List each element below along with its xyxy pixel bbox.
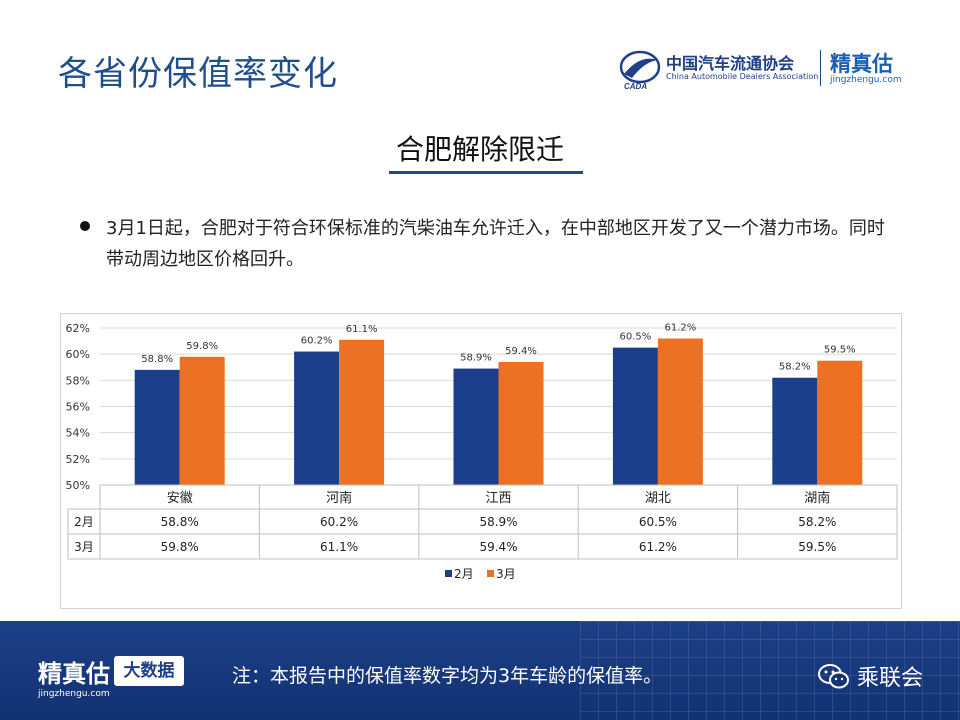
bar-mar	[817, 360, 863, 485]
svg-text:CADA: CADA	[624, 82, 647, 90]
data-label: 61.1%	[346, 324, 378, 335]
y-tick-label: 60%	[66, 348, 90, 361]
footer-grid-pattern	[580, 621, 960, 720]
section-underline	[389, 171, 583, 174]
y-tick-label: 58%	[66, 374, 90, 387]
category-label: 河南	[326, 490, 352, 506]
data-label: 59.4%	[505, 346, 537, 357]
page-title: 各省份保值率变化	[58, 54, 338, 94]
table-cell: 58.2%	[798, 515, 836, 529]
cada-name-cn: 中国汽车流通协会	[666, 54, 795, 73]
bar-mar	[657, 338, 703, 485]
table-cell: 58.9%	[479, 515, 517, 529]
section-title: 合肥解除限迁	[395, 133, 564, 166]
category-label: 湖南	[804, 490, 830, 506]
bar-feb	[134, 369, 180, 485]
data-label: 59.8%	[186, 341, 218, 352]
y-tick-label: 52%	[66, 453, 90, 466]
bar-chart: 50% 52% 54% 56% 58% 60% 62% 58.8% 59.8% 60.2% 61.1…	[66, 322, 898, 581]
header-logos: CADA 中国汽车流通协会 China Automobile Dealers A…	[618, 48, 928, 90]
category-label: 湖北	[645, 491, 671, 506]
cada-logo-icon: CADA	[619, 50, 661, 90]
data-label: 60.5%	[620, 332, 652, 343]
footer-brand-url: jingzhengu.com	[38, 689, 110, 699]
logo-divider	[820, 50, 821, 86]
y-tick-label: 56%	[66, 401, 90, 414]
y-tick-label: 62%	[66, 322, 90, 335]
chart-container	[60, 313, 902, 609]
table-row-header: 2月	[74, 515, 94, 529]
legend-swatch	[487, 570, 494, 577]
table-cell: 61.1%	[320, 540, 358, 554]
category-label: 安徽	[167, 491, 193, 506]
legend-swatch	[445, 570, 452, 577]
data-label: 58.2%	[779, 362, 811, 373]
footer-bar: 精真估 jingzhengu.com 大数据 注：本报告中的保值率数字均为3年车…	[0, 621, 960, 720]
table-cell: 60.2%	[320, 515, 358, 529]
legend-label: 3月	[496, 567, 516, 581]
table-cell: 59.4%	[479, 540, 517, 554]
bar-feb	[772, 377, 818, 485]
table-cell: 58.8%	[161, 515, 199, 529]
data-label: 58.8%	[141, 354, 173, 365]
y-tick-label: 50%	[66, 479, 90, 492]
wechat-icon	[818, 664, 849, 689]
table-cell: 59.5%	[798, 540, 836, 554]
footer-partner: 乘联会	[857, 666, 924, 691]
table-cell: 60.5%	[639, 515, 677, 529]
legend-label: 2月	[454, 567, 474, 581]
table-cell: 61.2%	[639, 540, 677, 554]
bar-feb	[612, 347, 658, 485]
footer-note: 注：本报告中的保值率数字均为3年车龄的保值率。	[232, 665, 663, 687]
jzg-logo: 精真估	[830, 52, 893, 76]
data-label: 60.2%	[301, 336, 333, 347]
bar-feb	[453, 368, 499, 485]
bullet-dot	[80, 221, 90, 231]
jzg-url: jingzhengu.com	[830, 75, 902, 85]
bullet-text: 3月1日起，合肥对于符合环保标准的汽柴油车允许迁入，在中部地区开发了又一个潜力市…	[106, 218, 885, 270]
bar-mar	[339, 339, 385, 485]
footer-brand: 精真估	[38, 660, 110, 688]
data-label: 61.2%	[665, 322, 697, 333]
table-cell: 59.8%	[161, 540, 199, 554]
data-label: 59.5%	[824, 345, 856, 356]
bar-mar	[498, 362, 544, 485]
footer-badge: 大数据	[114, 656, 184, 686]
bar-mar	[179, 356, 225, 485]
category-label: 江西	[485, 491, 511, 506]
data-label: 58.9%	[460, 353, 492, 364]
table-row-header: 3月	[74, 540, 94, 554]
cada-name-en: China Automobile Dealers Association	[666, 72, 819, 81]
bar-feb	[294, 351, 340, 485]
y-tick-label: 54%	[66, 427, 90, 440]
